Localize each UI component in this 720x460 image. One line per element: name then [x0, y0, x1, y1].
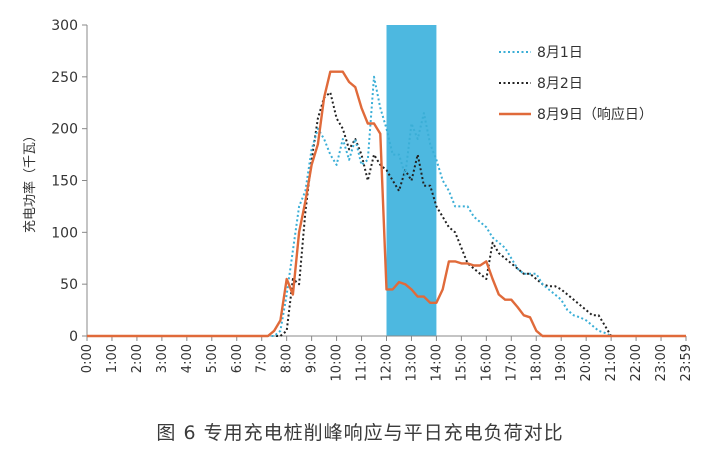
series-line-1 [87, 75, 686, 337]
series-lines [87, 70, 686, 338]
y-axis-label: 充电功率（千瓦） [22, 129, 38, 233]
x-tick-label: 7:00 [255, 344, 270, 373]
x-tick-label: 11:00 [355, 344, 370, 381]
x-tick-label: 12:00 [380, 344, 395, 381]
legend-label: 8月1日 [537, 45, 583, 61]
x-tick-label: 0:00 [80, 344, 95, 373]
x-tick-label: 17:00 [504, 344, 519, 381]
y-tick-label: 300 [51, 18, 78, 34]
x-tick-label: 16:00 [479, 344, 494, 381]
y-tick-label: 150 [51, 174, 78, 190]
figure-caption: 图 6 专用充电桩削峰响应与平日充电负荷对比 [156, 422, 564, 444]
x-tick-label: 21:00 [604, 344, 619, 381]
x-tick-label: 6:00 [230, 344, 245, 373]
x-tick-label: 22:00 [629, 344, 644, 381]
x-tick-label: 10:00 [330, 344, 345, 381]
x-tick-label: 8:00 [280, 344, 295, 373]
series-line-2 [87, 91, 686, 337]
highlight-band [386, 25, 437, 336]
x-tick-label: 23:00 [654, 344, 669, 381]
legend-label: 8月2日 [537, 76, 583, 92]
y-tick-label: 250 [51, 70, 78, 86]
x-tick-label: 9:00 [305, 344, 320, 373]
legend-label: 8月9日（响应日） [537, 106, 653, 123]
x-ticks: 0:00 1:00 2:00 3:00 4:00 5:00 6:00 7:00 8:00 9:00… [80, 336, 694, 381]
y-ticks: 0 50 100 150 200 250 300 [51, 18, 87, 345]
series-line-3 [87, 70, 686, 338]
x-tick-label: 3:00 [155, 344, 170, 373]
y-tick-label: 50 [60, 277, 78, 293]
x-tick-label: 13:00 [404, 344, 419, 381]
y-tick-label: 0 [69, 329, 78, 345]
legend: 8月1日 8月2日 8月9日（响应日） [499, 45, 653, 123]
x-tick-label: 15:00 [454, 344, 469, 381]
x-tick-label: 19:00 [554, 344, 569, 381]
x-tick-label: 1:00 [105, 344, 120, 373]
x-tick-label: 20:00 [579, 344, 594, 381]
x-tick-label: 23:59 [679, 344, 694, 381]
x-tick-label: 2:00 [130, 344, 145, 373]
y-tick-label: 100 [51, 225, 78, 241]
x-tick-label: 4:00 [180, 344, 195, 373]
x-tick-label: 18:00 [529, 344, 544, 381]
y-tick-label: 200 [51, 122, 78, 138]
x-tick-label: 14:00 [429, 344, 444, 381]
x-tick-label: 5:00 [205, 344, 220, 373]
